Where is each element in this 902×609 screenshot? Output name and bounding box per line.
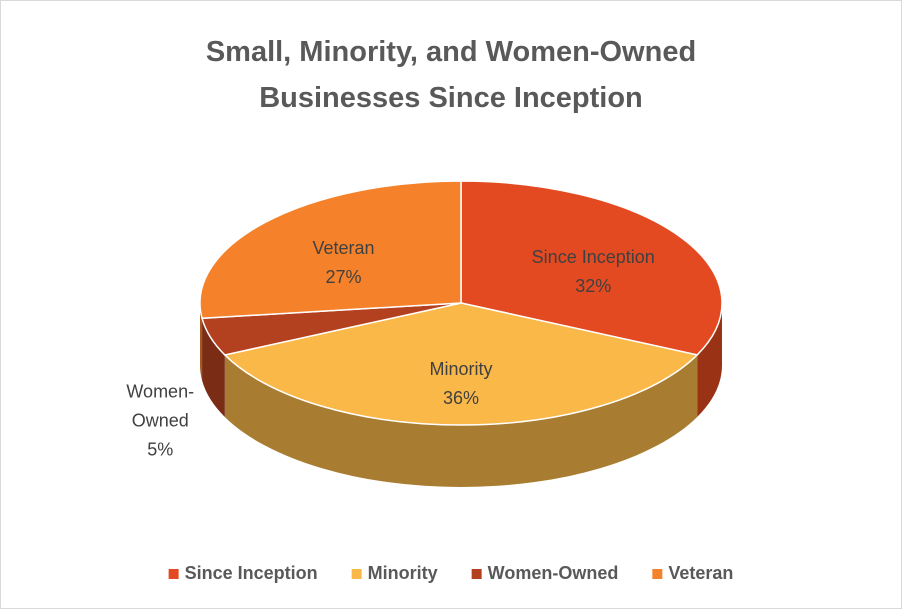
data-label-value: 27% [325, 266, 362, 287]
legend-label: Minority [368, 563, 438, 583]
slice-side [202, 318, 225, 417]
legend-label: Since Inception [185, 563, 318, 583]
slice-side [224, 354, 698, 488]
data-label-category: Veteran [312, 237, 375, 258]
slice-side [697, 303, 723, 417]
data-label-category: Minority [429, 359, 493, 380]
data-label: Since Inception 32% [508, 243, 678, 301]
data-label-value: 32% [575, 275, 612, 296]
legend: Since Inception Minority Women-Owned Vetera… [168, 563, 733, 583]
legend-marker [471, 569, 482, 579]
legend-marker [351, 569, 362, 579]
data-label-value: 36% [442, 388, 480, 409]
slice [460, 180, 723, 356]
data-label-value: 5% [147, 439, 174, 460]
slice [199, 180, 462, 320]
chart-title-box: Small, Minority, and Women-Owned Busines… [1, 29, 901, 121]
legend-label: Women-Owned [488, 563, 619, 583]
legend-marker [168, 569, 179, 579]
slice-side [200, 303, 203, 381]
data-label: Women-Owned 5% [115, 377, 205, 464]
chart-title: Small, Minority, and Women-Owned Busines… [205, 36, 697, 114]
legend-label: Veteran [668, 563, 733, 583]
data-label: Minority 36% [376, 355, 546, 413]
slice [223, 302, 699, 426]
data-label: Veteran 27% [259, 234, 429, 292]
data-label-category: Since Inception [531, 246, 655, 267]
legend-marker [652, 569, 663, 579]
data-label-category: Women-Owned [126, 381, 195, 431]
